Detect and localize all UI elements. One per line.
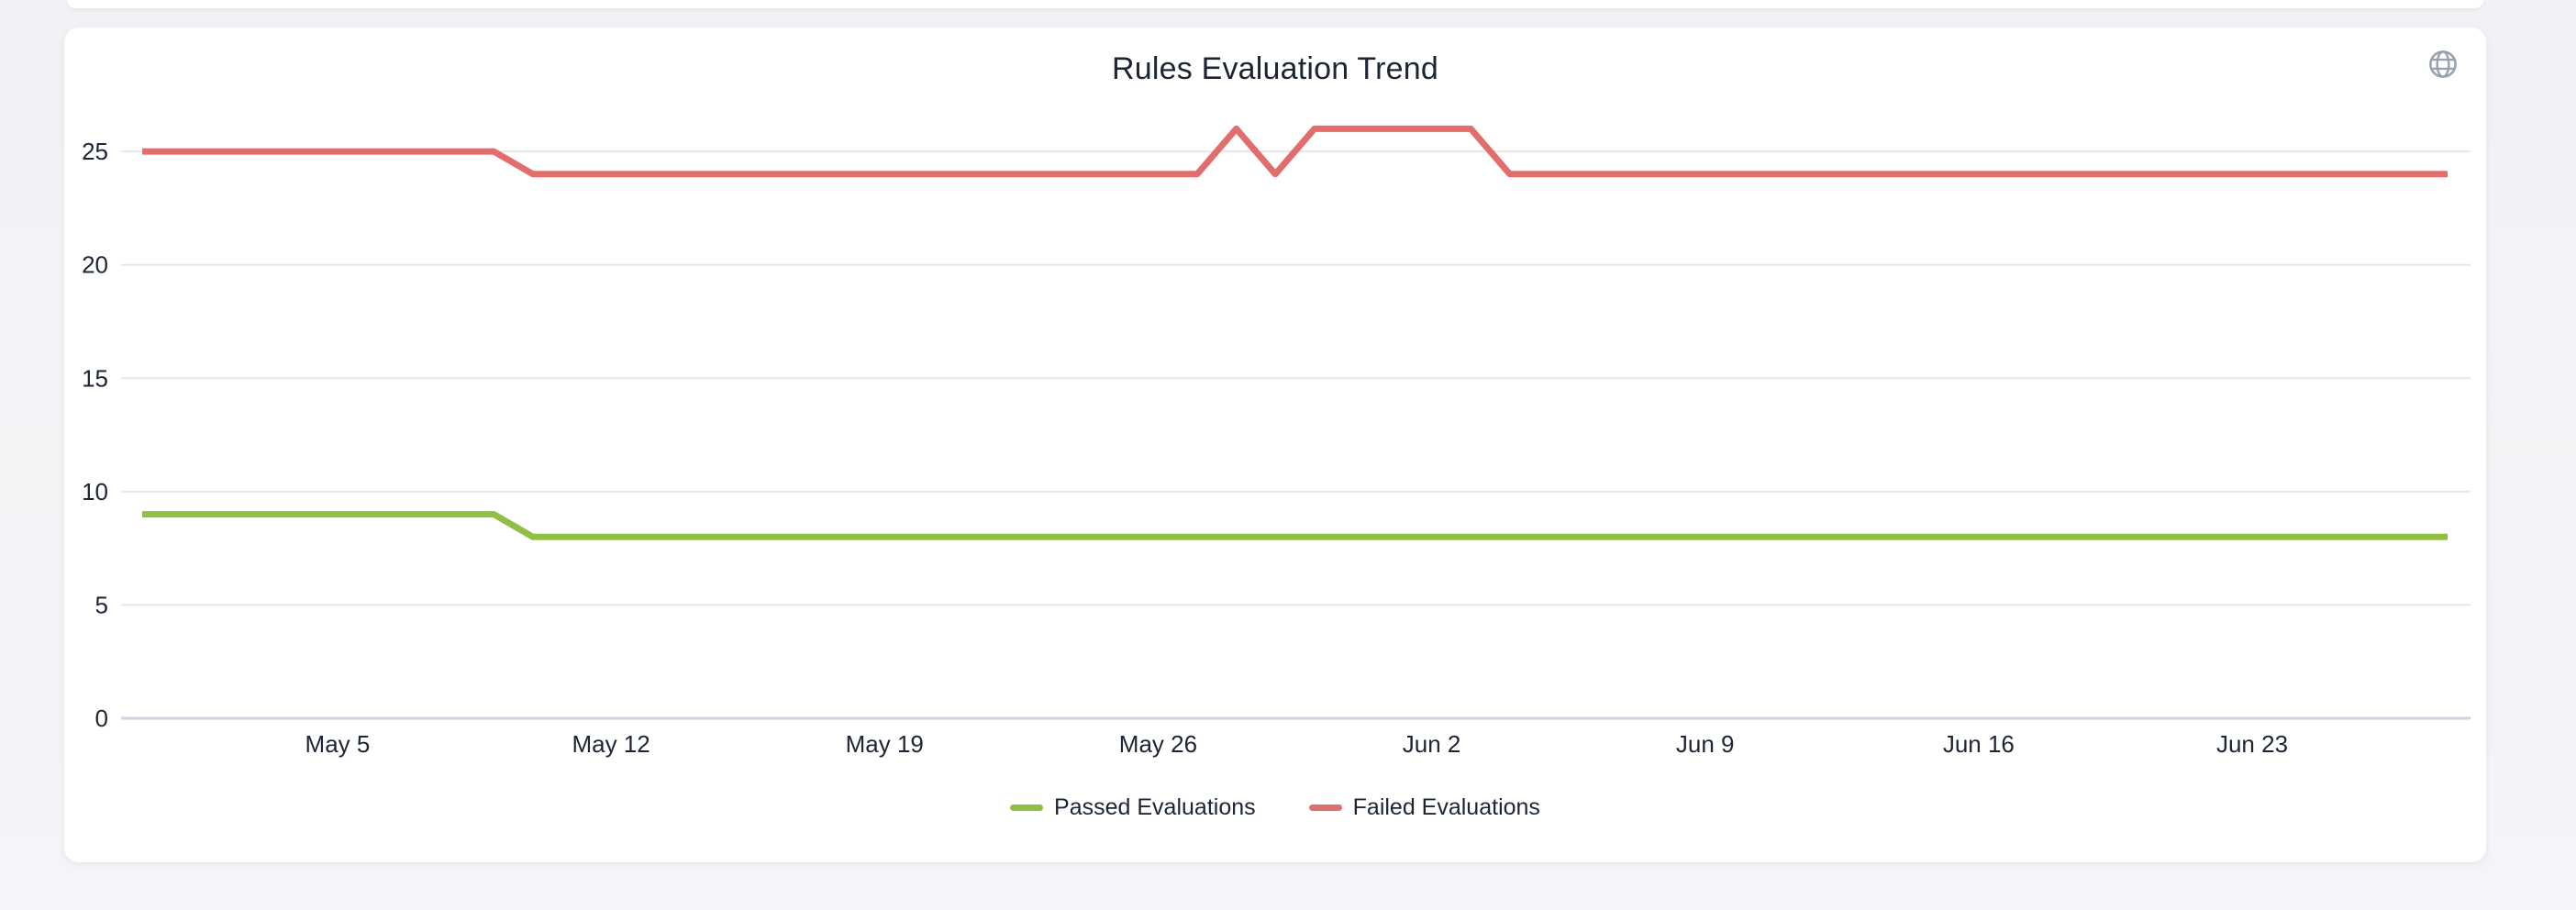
line-chart[interactable]: 0 5 10 15 20 25 May 5 May 12 May 19 May 26 Jun 2 Ju… (64, 28, 2486, 862)
legend-item-passed: Passed Evaluations (1010, 794, 1256, 821)
x-tick-label: Jun 9 (1676, 730, 1735, 758)
x-tick-label: May 19 (846, 730, 924, 758)
failed-evaluations-line[interactable] (142, 125, 2448, 178)
passed-evaluations-line[interactable] (142, 511, 2448, 540)
y-tick-label: 25 (82, 138, 108, 165)
x-tick-label: May 12 (572, 730, 650, 758)
x-tick-label: May 26 (1119, 730, 1197, 758)
x-tick-label: Jun 16 (1943, 730, 2015, 758)
y-tick-label: 5 (95, 591, 108, 618)
legend-label-passed: Passed Evaluations (1054, 794, 1256, 820)
y-tick-label: 0 (95, 705, 108, 732)
legend-label-failed: Failed Evaluations (1352, 794, 1540, 820)
globe-icon[interactable] (2427, 49, 2459, 80)
y-tick-label: 15 (82, 364, 108, 392)
y-tick-label: 10 (82, 478, 108, 505)
x-tick-label: Jun 2 (1403, 730, 1461, 758)
previous-card-bottom-edge (67, 0, 2483, 8)
x-tick-label: May 5 (305, 730, 371, 758)
legend-item-failed: Failed Evaluations (1308, 794, 1540, 821)
y-tick-label: 20 (82, 251, 108, 279)
passed-series-marker (1010, 805, 1044, 811)
x-tick-label: Jun 23 (2216, 730, 2288, 758)
chart-legend: Passed Evaluations Failed Evaluations (64, 794, 2486, 821)
failed-series-marker (1308, 805, 1342, 811)
rules-evaluation-trend-card: 0 5 10 15 20 25 May 5 May 12 May 19 May 26 Jun 2 Ju… (64, 28, 2486, 862)
chart-title: Rules Evaluation Trend (1112, 51, 1438, 86)
